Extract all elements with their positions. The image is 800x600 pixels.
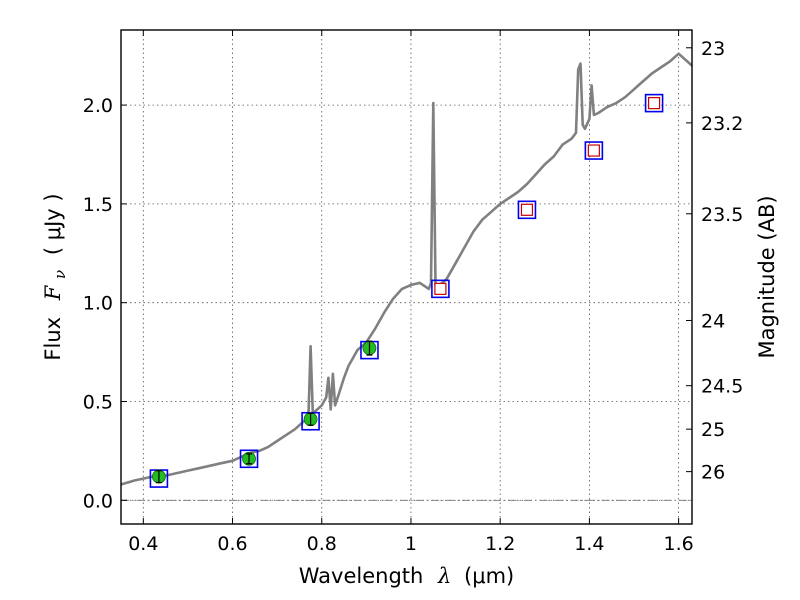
x-axis-label-symbol: λ <box>437 564 451 588</box>
x-tick-label-0: 0.4 <box>128 533 158 555</box>
upper-point-1 <box>520 203 534 216</box>
x-tick-label-2: 0.8 <box>307 533 337 555</box>
x-tick-label-1: 0.6 <box>217 533 247 555</box>
upper-point-2 <box>587 144 600 157</box>
upper-point-0 <box>434 282 447 295</box>
y-axis-label-prefix: Flux <box>41 317 65 361</box>
x-tick-label-6: 1.6 <box>664 533 694 555</box>
x-axis-label-prefix: Wavelength <box>299 564 424 588</box>
y-axis-label-symbol: F <box>41 284 65 301</box>
y-tick-label-3: 1.5 <box>83 194 113 216</box>
model-point-5 <box>517 200 537 220</box>
x-tick-label-5: 1.4 <box>574 533 604 555</box>
y-tick-label-1: 0.5 <box>83 391 113 413</box>
right-tick-label-5: 25 <box>701 419 725 441</box>
x-tick-label-4: 1.2 <box>485 533 515 555</box>
right-tick-label-0: 23 <box>701 38 725 60</box>
x-axis-label: Wavelength λ (μm) <box>299 564 514 588</box>
model-point-6 <box>584 141 604 160</box>
grid <box>121 30 692 524</box>
y-axis-label: Flux F ν ( μJy ) <box>41 193 70 360</box>
right-tick-label-4: 24.5 <box>701 376 743 398</box>
y-tick-label-2: 1.0 <box>83 293 113 315</box>
model-point-4 <box>431 279 450 299</box>
upper-point-3 <box>647 97 661 110</box>
spectrum-line <box>120 52 693 486</box>
x-tick-label-3: 1 <box>405 533 417 555</box>
y-axis-label-subscript: ν <box>51 270 69 279</box>
right-tick-label-6: 26 <box>701 462 725 484</box>
y-tick-label-0: 0.0 <box>83 490 113 512</box>
model-point-7 <box>644 93 664 113</box>
data-marks <box>149 93 664 488</box>
y-tick-label-4: 2.0 <box>83 95 113 117</box>
y-axis-label-unit: ( μJy ) <box>41 193 65 255</box>
model-point-1 <box>239 449 259 469</box>
right-axis-label: Magnitude (AB) <box>755 195 779 358</box>
right-tick-label-2: 23.5 <box>701 204 743 226</box>
plot-frame <box>120 29 693 525</box>
right-tick-label-1: 23.2 <box>701 113 743 135</box>
x-axis-label-unit: (μm) <box>464 564 514 588</box>
axis-ticks: 0.4 0.6 0.8 1 1.2 1.4 1.6 0.0 0.5 1.0 1.5 2.0 23 23.2… <box>83 30 743 555</box>
right-tick-label-3: 24 <box>701 310 725 332</box>
